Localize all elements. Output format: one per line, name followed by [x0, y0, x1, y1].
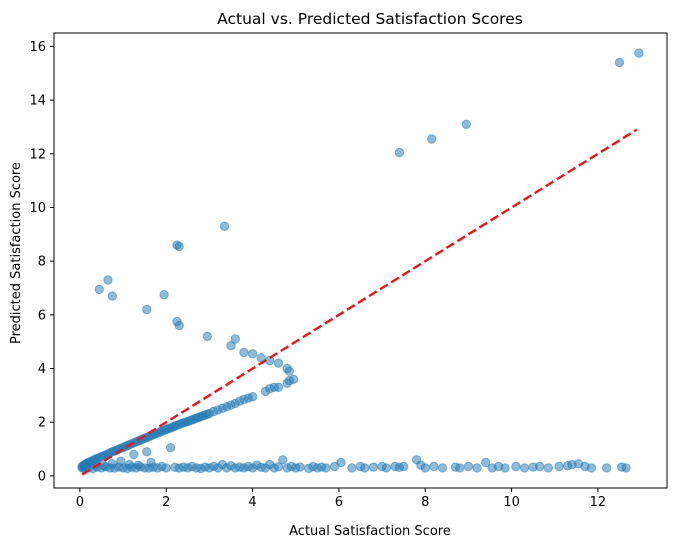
- data-point: [159, 290, 169, 300]
- data-point: [174, 320, 184, 331]
- data-point: [288, 374, 299, 384]
- chart-title: Actual vs. Predicted Satisfaction Scores: [217, 10, 523, 28]
- x-axis: 0 2 4 6 8 10 12: [76, 488, 606, 510]
- data-point: [202, 331, 213, 341]
- data-point: [472, 463, 482, 473]
- data-point: [142, 304, 152, 315]
- data-point: [284, 366, 294, 376]
- data-point: [360, 463, 370, 473]
- y-tick-label: 4: [38, 362, 46, 377]
- data-point: [368, 462, 379, 472]
- x-tick-label: 2: [162, 495, 170, 510]
- data-point: [94, 284, 105, 295]
- data-point: [437, 463, 448, 473]
- data-point: [116, 456, 126, 466]
- data-point: [165, 443, 176, 453]
- x-tick-label: 10: [503, 495, 520, 510]
- x-axis-label: Actual Satisfaction Score: [289, 524, 451, 539]
- y-tick-label: 10: [29, 201, 46, 216]
- data-point: [103, 275, 113, 285]
- data-point: [500, 463, 510, 473]
- y-tick-label: 0: [38, 469, 46, 484]
- data-point: [321, 463, 331, 473]
- x-tick-label: 8: [421, 495, 429, 510]
- data-point: [427, 134, 437, 144]
- x-tick-label: 0: [76, 495, 84, 510]
- data-point: [219, 221, 230, 232]
- data-point: [142, 447, 152, 457]
- data-point: [519, 463, 530, 473]
- data-point: [347, 463, 357, 473]
- data-point: [394, 147, 405, 158]
- x-tick-label: 4: [248, 495, 256, 510]
- y-axis-label: Predicted Satisfaction Score: [9, 162, 24, 344]
- data-point: [295, 462, 305, 472]
- data-point: [107, 291, 118, 301]
- data-point: [621, 463, 631, 473]
- data-point: [239, 347, 249, 358]
- data-point: [273, 358, 284, 368]
- data-point: [481, 457, 491, 468]
- points-layer: [77, 48, 644, 474]
- reference-line-layer: [81, 128, 638, 476]
- data-point: [634, 48, 644, 58]
- data-point: [174, 241, 184, 252]
- data-point: [107, 459, 118, 469]
- data-point: [226, 341, 236, 351]
- data-point: [124, 459, 135, 470]
- data-point: [543, 463, 553, 473]
- data-point: [129, 449, 139, 460]
- x-tick-label: 6: [335, 495, 343, 510]
- data-point: [461, 119, 471, 130]
- plot-frame: [53, 32, 668, 489]
- y-axis: 0 2 4 6 8 10 12 14 16: [29, 40, 54, 484]
- data-point: [98, 461, 109, 471]
- data-point: [247, 349, 258, 359]
- y-tick-label: 14: [29, 94, 46, 109]
- data-point: [601, 463, 612, 473]
- y-tick-label: 6: [38, 308, 46, 323]
- data-point: [399, 461, 409, 472]
- data-point: [511, 461, 521, 472]
- data-point: [614, 57, 625, 68]
- y-tick-label: 16: [29, 40, 46, 55]
- data-point: [230, 334, 241, 344]
- data-point: [381, 463, 392, 473]
- data-point: [273, 382, 284, 392]
- data-point: [455, 463, 465, 473]
- data-point: [420, 463, 430, 473]
- data-point: [247, 392, 258, 402]
- data-point: [586, 463, 597, 473]
- data-point: [133, 460, 143, 470]
- data-point: [336, 457, 346, 468]
- data-point: [554, 461, 564, 472]
- data-point: [278, 455, 288, 465]
- x-tick-label: 12: [590, 495, 607, 510]
- data-point: [161, 463, 171, 473]
- reference-line: [81, 128, 638, 476]
- data-point: [535, 461, 545, 472]
- y-tick-label: 8: [38, 255, 46, 270]
- data-point: [146, 457, 156, 468]
- y-tick-label: 12: [29, 147, 46, 162]
- data-point: [463, 461, 474, 472]
- data-point: [429, 461, 439, 472]
- y-tick-label: 2: [38, 416, 46, 431]
